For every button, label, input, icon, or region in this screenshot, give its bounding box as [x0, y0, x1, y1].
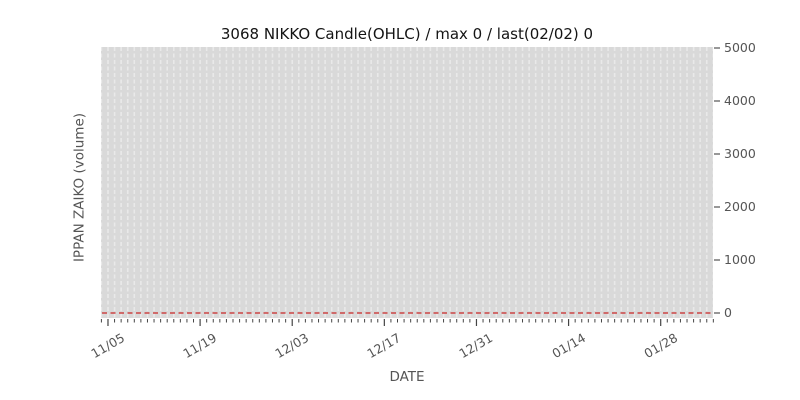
y-tick-label: 5000 [724, 40, 756, 55]
plot-area [101, 47, 713, 318]
y-tick-label: 2000 [724, 199, 756, 214]
y-axis-label: IPPAN ZAIKO (volume) [71, 112, 88, 263]
x-tick-label: 12/31 [456, 330, 496, 362]
x-tick-label: 01/28 [641, 330, 680, 362]
plot-canvas [101, 47, 713, 318]
x-tick-label: 11/05 [88, 330, 128, 362]
y-tick-label: 3000 [724, 146, 756, 161]
y-tick-label: 1000 [724, 252, 756, 267]
x-tick-label: 01/14 [548, 330, 588, 362]
x-tick-label: 12/03 [272, 330, 312, 362]
x-tick-label: 12/17 [364, 330, 404, 362]
y-tick-label: 0 [724, 305, 732, 320]
x-tick-label: 11/19 [180, 330, 220, 362]
y-tick-label: 4000 [724, 93, 756, 108]
chart-title: 3068 NIKKO Candle(OHLC) / max 0 / last(0… [220, 25, 594, 43]
x-axis-label: DATE [389, 369, 425, 385]
